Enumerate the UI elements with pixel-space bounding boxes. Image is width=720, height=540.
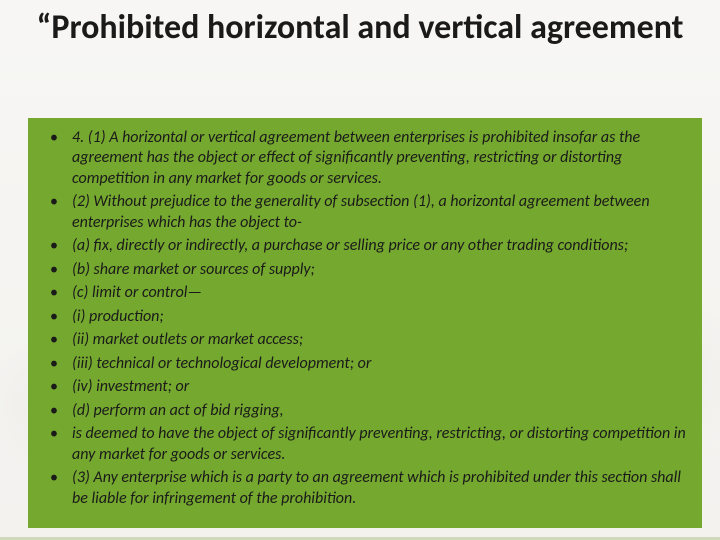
list-item: (2) Without prejudice to the generality … [42, 192, 688, 233]
slide-title: “Prohibited horizontal and vertical agre… [0, 0, 720, 52]
list-item: (d) perform an act of bid rigging, [42, 401, 688, 421]
bullet-list: 4. (1) A horizontal or vertical agreemen… [42, 128, 688, 509]
list-item: (b) share market or sources of supply; [42, 260, 688, 280]
list-item: (iii) technical or technological develop… [42, 354, 688, 374]
list-item: (i) production; [42, 307, 688, 327]
list-item: (a) fix, directly or indirectly, a purch… [42, 236, 688, 256]
list-item: (c) limit or control— [42, 283, 688, 303]
list-item: (ii) market outlets or market access; [42, 330, 688, 350]
slide: “Prohibited horizontal and vertical agre… [0, 0, 720, 540]
list-item: (iv) investment; or [42, 377, 688, 397]
list-item: is deemed to have the object of signific… [42, 424, 688, 465]
content-box: 4. (1) A horizontal or vertical agreemen… [28, 118, 702, 528]
list-item: 4. (1) A horizontal or vertical agreemen… [42, 128, 688, 189]
list-item: (3) Any enterprise which is a party to a… [42, 468, 688, 509]
